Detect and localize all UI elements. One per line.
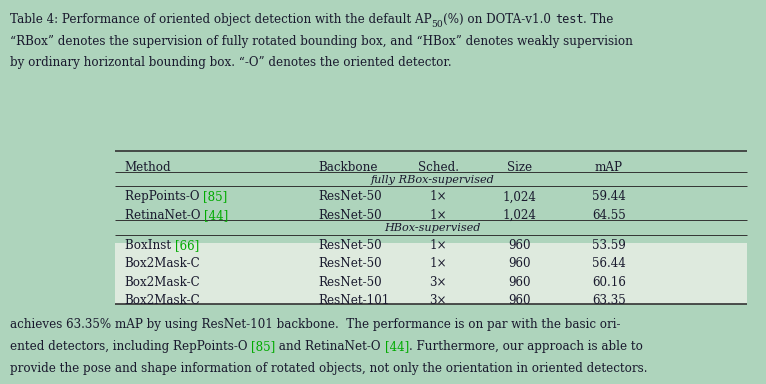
Text: Size: Size [507,161,532,174]
Text: 1×: 1× [429,239,447,252]
FancyBboxPatch shape [115,243,747,304]
Text: Method: Method [125,161,172,174]
Text: 1×: 1× [429,257,447,270]
Text: RetinaNet-O: RetinaNet-O [125,209,204,222]
Text: 59.44: 59.44 [592,190,626,204]
Text: Table 4: Performance of oriented object detection with the default AP: Table 4: Performance of oriented object … [10,13,431,26]
Text: mAP: mAP [595,161,623,174]
Text: 960: 960 [508,239,531,252]
Text: 53.59: 53.59 [592,239,626,252]
Text: ResNet-50: ResNet-50 [318,239,381,252]
Text: BoxInst: BoxInst [125,239,175,252]
Text: 3×: 3× [430,276,447,289]
Text: Box2Mask-C: Box2Mask-C [125,276,201,289]
Text: Box2Mask-C: Box2Mask-C [125,257,201,270]
Text: 60.16: 60.16 [592,276,626,289]
Text: “RBox” denotes the supervision of fully rotated bounding box, and “HBox” denotes: “RBox” denotes the supervision of fully … [10,35,633,48]
Text: test: test [555,13,584,26]
Text: 63.35: 63.35 [592,294,626,307]
Text: ResNet-50: ResNet-50 [318,257,381,270]
Text: and RetinaNet-O: and RetinaNet-O [276,340,385,353]
Text: provide the pose and shape information of rotated objects, not only the orientat: provide the pose and shape information o… [10,362,647,375]
Text: Sched.: Sched. [417,161,459,174]
Text: 1,024: 1,024 [502,190,536,204]
Text: (%) on DOTA-v1.0: (%) on DOTA-v1.0 [444,13,555,26]
Text: [66]: [66] [175,239,199,252]
Text: . The: . The [584,13,614,26]
Text: 56.44: 56.44 [592,257,626,270]
Text: ResNet-50: ResNet-50 [318,190,381,204]
Text: RepPoints-O: RepPoints-O [125,190,203,204]
Text: fully RBox-supervised: fully RBox-supervised [371,175,495,185]
Text: Backbone: Backbone [318,161,378,174]
Text: HBox-supervised: HBox-supervised [385,223,481,233]
Text: 960: 960 [508,257,531,270]
Text: 960: 960 [508,276,531,289]
Text: Box2Mask-C: Box2Mask-C [125,294,201,307]
Text: 1,024: 1,024 [502,209,536,222]
Text: by ordinary horizontal bounding box. “-O” denotes the oriented detector.: by ordinary horizontal bounding box. “-O… [10,56,452,70]
Text: 960: 960 [508,294,531,307]
Text: [85]: [85] [203,190,228,204]
Text: [85]: [85] [251,340,276,353]
Text: 1×: 1× [429,190,447,204]
Text: 64.55: 64.55 [592,209,626,222]
Text: 50: 50 [431,20,444,28]
Text: [44]: [44] [204,209,228,222]
Text: 3×: 3× [430,294,447,307]
Text: 1×: 1× [429,209,447,222]
Text: . Furthermore, our approach is able to: . Furthermore, our approach is able to [409,340,643,353]
Text: achieves 63.35% mAP by using ResNet-101 backbone.  The performance is on par wit: achieves 63.35% mAP by using ResNet-101 … [10,318,620,331]
Text: ResNet-50: ResNet-50 [318,209,381,222]
Text: ented detectors, including RepPoints-O: ented detectors, including RepPoints-O [10,340,251,353]
Text: ResNet-50: ResNet-50 [318,276,381,289]
Text: [44]: [44] [385,340,409,353]
Text: ResNet-101: ResNet-101 [318,294,389,307]
